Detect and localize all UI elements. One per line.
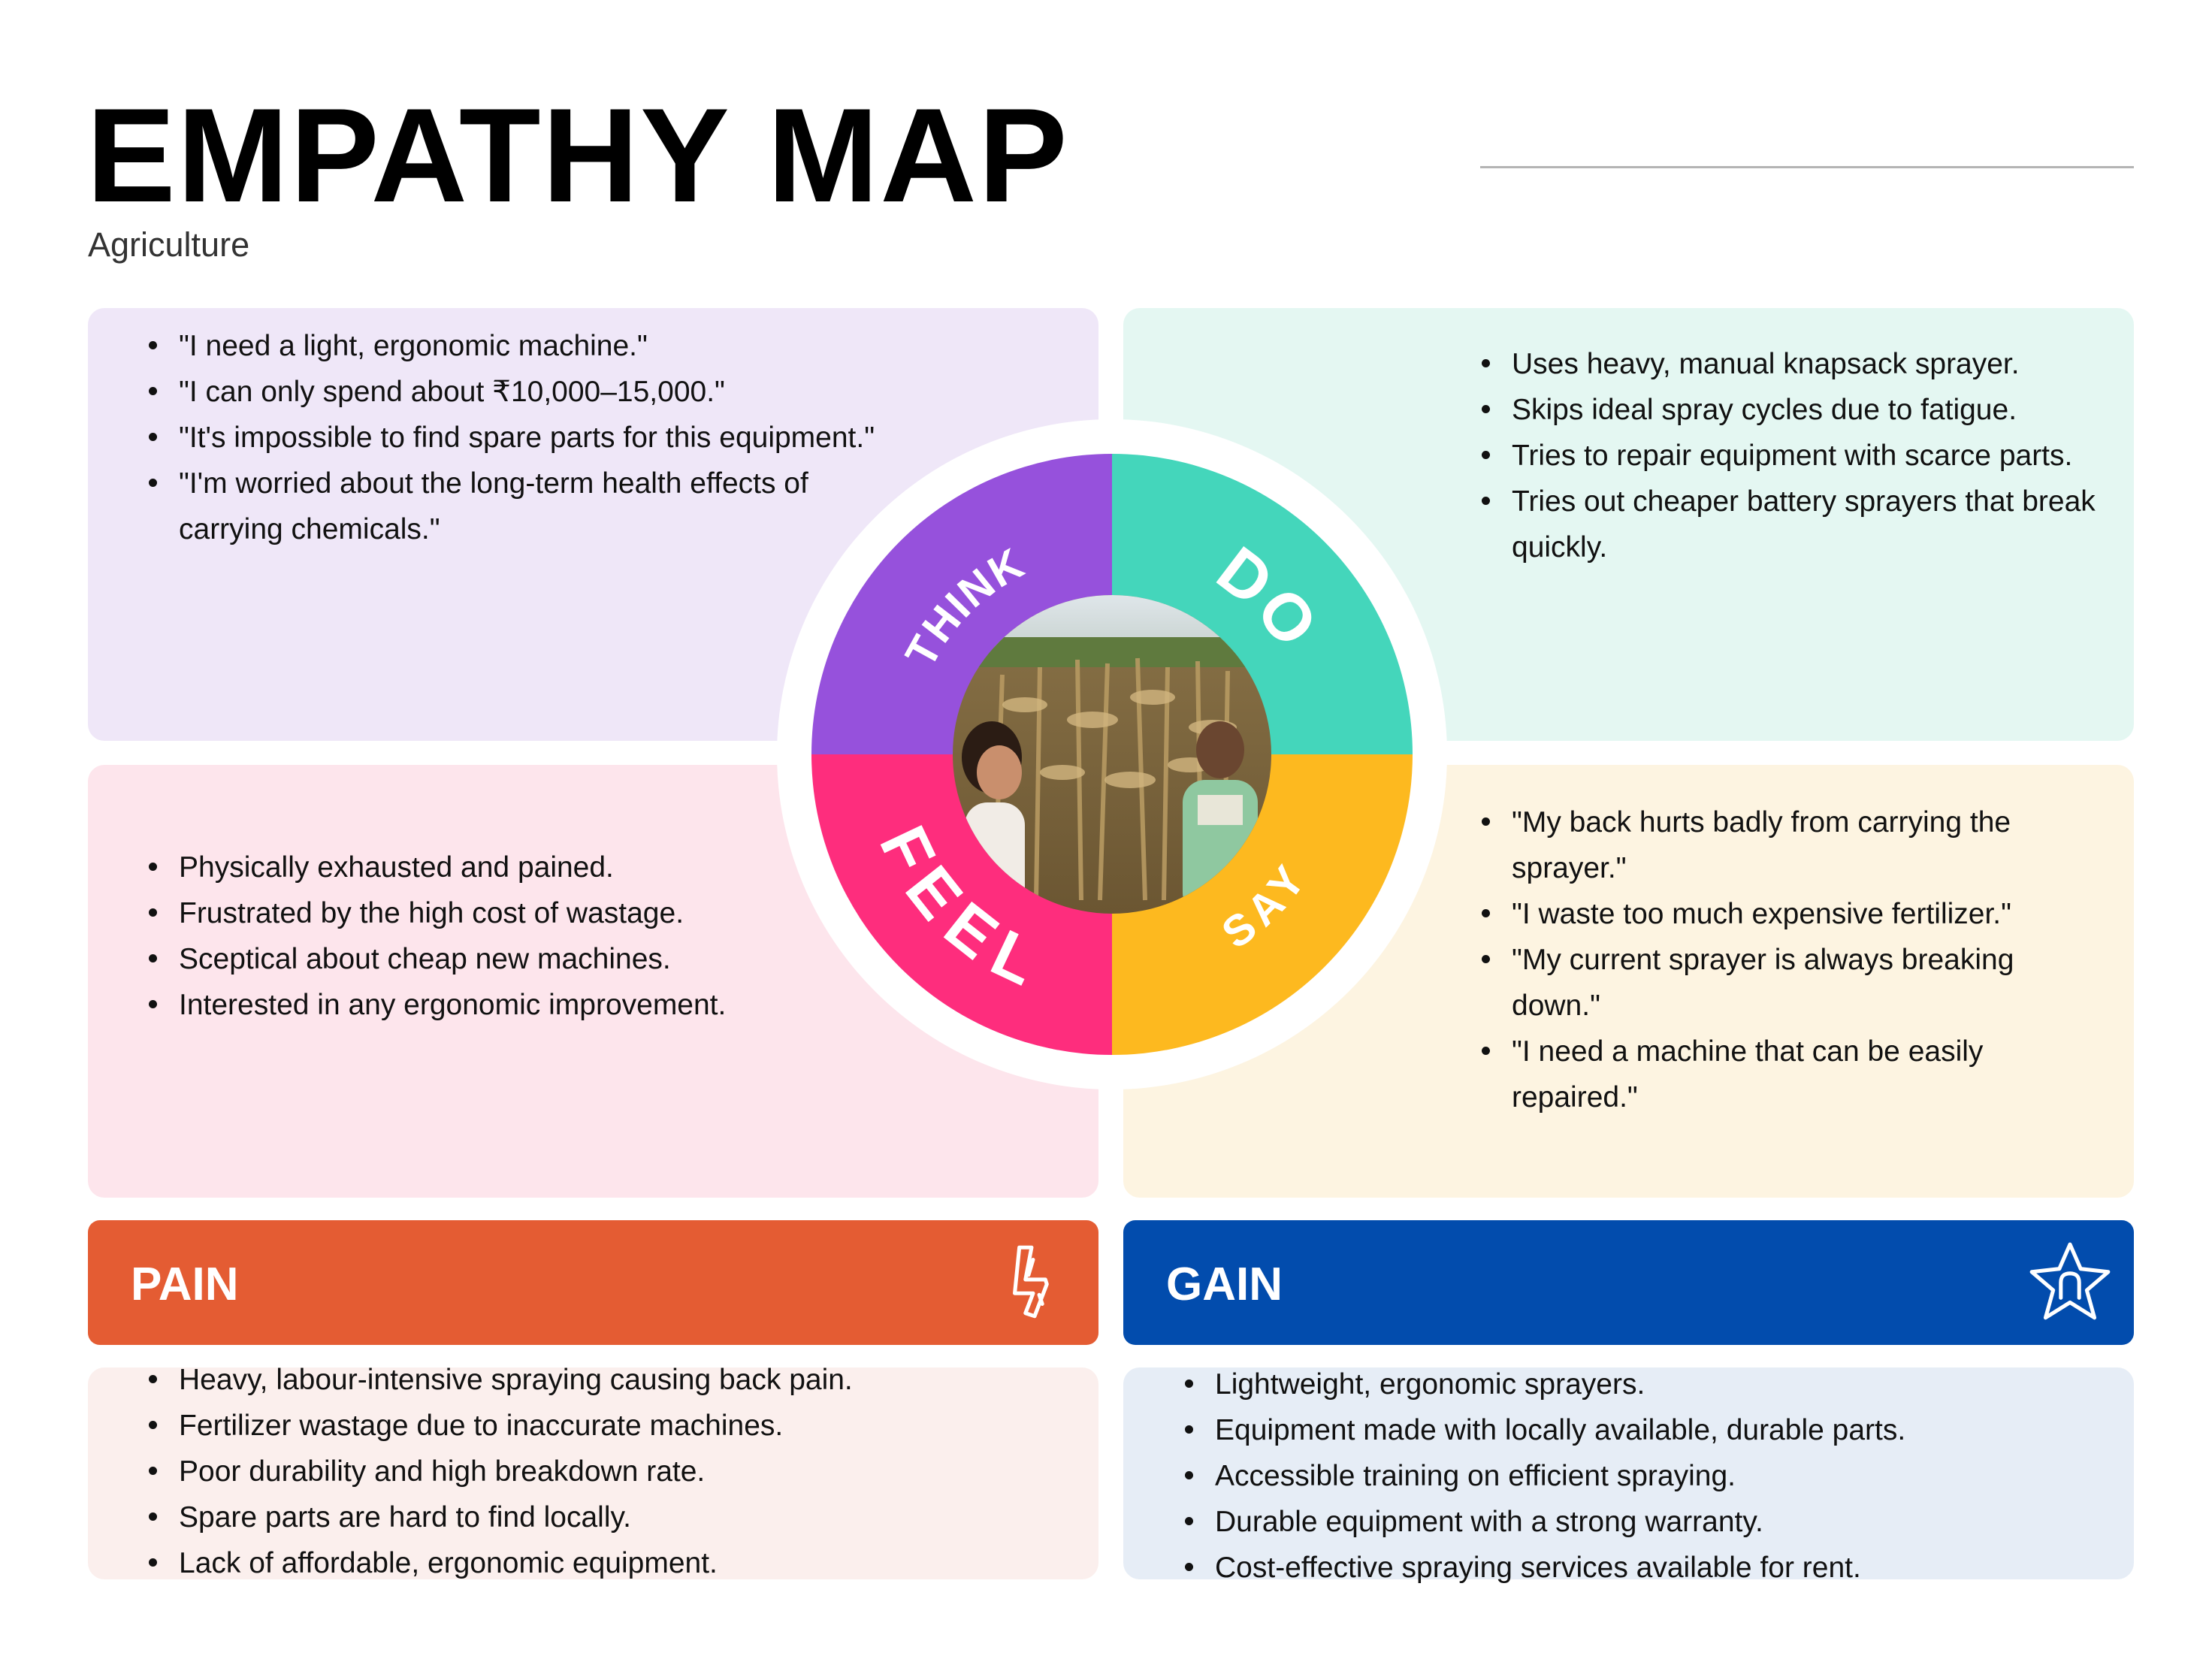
list-item: Spare parts are hard to find locally. — [149, 1494, 1080, 1540]
list-item: "My current sprayer is always breaking d… — [1482, 937, 2098, 1029]
list-item: "I can only spend about ₹10,000–15,000." — [149, 369, 900, 415]
list-item: Equipment made with locally available, d… — [1185, 1407, 2117, 1453]
header-divider — [1480, 166, 2134, 168]
page-subtitle: Agriculture — [88, 225, 250, 264]
pain-list: Heavy, labour-intensive spraying causing… — [149, 1357, 1080, 1586]
list-item: Skips ideal spray cycles due to fatigue. — [1482, 387, 2098, 433]
list-item: "My back hurts badly from carrying the s… — [1482, 799, 2098, 891]
gain-banner: GAIN — [1123, 1220, 2134, 1345]
list-item: "I waste too much expensive fertilizer." — [1482, 891, 2098, 937]
lightning-bolt-icon — [1013, 1245, 1049, 1319]
list-item: Poor durability and high breakdown rate. — [149, 1449, 1080, 1494]
list-item: Durable equipment with a strong warranty… — [1185, 1499, 2117, 1545]
feel-list: Physically exhausted and pained. Frustra… — [149, 845, 855, 1028]
pain-body — [88, 1367, 1098, 1579]
list-item: Heavy, labour-intensive spraying causing… — [149, 1357, 1080, 1403]
say-list: "My back hurts badly from carrying the s… — [1482, 799, 2098, 1120]
think-list: "I need a light, ergonomic machine." "I … — [149, 323, 900, 552]
list-item: Tries out cheaper battery sprayers that … — [1482, 479, 2098, 570]
star-badge-icon — [2029, 1242, 2111, 1320]
list-item: "It's impossible to find spare parts for… — [149, 415, 900, 461]
list-item: Tries to repair equipment with scarce pa… — [1482, 433, 2098, 479]
page-title: EMPATHY MAP — [86, 80, 1069, 230]
do-list: Uses heavy, manual knapsack sprayer. Ski… — [1482, 341, 2098, 570]
pain-title: PAIN — [131, 1259, 239, 1310]
list-item: Lightweight, ergonomic sprayers. — [1185, 1361, 2117, 1407]
field-photo — [953, 595, 1271, 914]
list-item: Physically exhausted and pained. — [149, 845, 855, 890]
list-item: Sceptical about cheap new machines. — [149, 936, 855, 982]
list-item: Uses heavy, manual knapsack sprayer. — [1482, 341, 2098, 387]
list-item: Frustrated by the high cost of wastage. — [149, 890, 855, 936]
pain-banner: PAIN — [88, 1220, 1098, 1345]
list-item: Accessible training on efficient sprayin… — [1185, 1453, 2117, 1499]
gain-list: Lightweight, ergonomic sprayers. Equipme… — [1185, 1361, 2117, 1591]
list-item: "I need a machine that can be easily rep… — [1482, 1029, 2098, 1120]
list-item: Interested in any ergonomic improvement. — [149, 982, 855, 1028]
list-item: "I'm worried about the long-term health … — [149, 461, 900, 552]
list-item: Lack of affordable, ergonomic equipment. — [149, 1540, 1080, 1586]
empathy-wheel: THINK DO FEEL SAY — [777, 419, 1447, 1089]
list-item: Fertilizer wastage due to inaccurate mac… — [149, 1403, 1080, 1449]
gain-body — [1123, 1367, 2134, 1579]
gain-title: GAIN — [1166, 1259, 1283, 1310]
list-item: "I need a light, ergonomic machine." — [149, 323, 900, 369]
list-item: Cost-effective spraying services availab… — [1185, 1545, 2117, 1591]
